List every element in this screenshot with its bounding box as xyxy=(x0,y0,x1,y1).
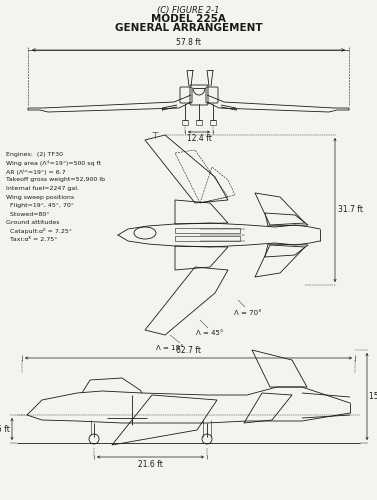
Text: Ground attitudes: Ground attitudes xyxy=(6,220,60,225)
Text: 15.6 ft: 15.6 ft xyxy=(369,392,377,401)
Text: Takeoff gross weight=52,900 lb: Takeoff gross weight=52,900 lb xyxy=(6,178,105,182)
Text: Stowed=80°: Stowed=80° xyxy=(6,212,49,216)
Text: Wing sweep positions: Wing sweep positions xyxy=(6,194,74,200)
Text: Λ = 45°: Λ = 45° xyxy=(196,330,224,336)
Text: 21.6 ft: 21.6 ft xyxy=(138,460,163,469)
Text: Engines:  (2) TF30: Engines: (2) TF30 xyxy=(6,152,63,157)
Text: Internal fuel=2247 gal.: Internal fuel=2247 gal. xyxy=(6,186,79,191)
Text: 12.5 ft: 12.5 ft xyxy=(0,424,10,434)
Text: Catapult:αᴷ = 7.25°: Catapult:αᴷ = 7.25° xyxy=(6,228,72,234)
Text: MODEL 225A: MODEL 225A xyxy=(151,14,226,24)
Text: Wing area (Λⁱᴸ=19°)=500 sq ft: Wing area (Λⁱᴸ=19°)=500 sq ft xyxy=(6,160,101,166)
Text: 31.7 ft: 31.7 ft xyxy=(338,206,363,214)
Text: 62.7 ft: 62.7 ft xyxy=(176,346,201,355)
Text: (C) FIGURE 2-1: (C) FIGURE 2-1 xyxy=(157,6,220,15)
Text: Λ = 70°: Λ = 70° xyxy=(234,310,262,316)
Text: 57.8 ft: 57.8 ft xyxy=(176,38,201,47)
Text: GENERAL ARRANGEMENT: GENERAL ARRANGEMENT xyxy=(115,23,262,33)
Text: Taxi:αᴷ = 2.75°: Taxi:αᴷ = 2.75° xyxy=(6,237,57,242)
Text: Flight=19°, 45°, 70°: Flight=19°, 45°, 70° xyxy=(6,203,74,208)
Text: Λ = 19°: Λ = 19° xyxy=(156,345,184,351)
Text: AR (Λᴸᵉ=19°) = 6.7: AR (Λᴸᵉ=19°) = 6.7 xyxy=(6,169,66,175)
Text: 12.4 ft: 12.4 ft xyxy=(187,134,211,143)
